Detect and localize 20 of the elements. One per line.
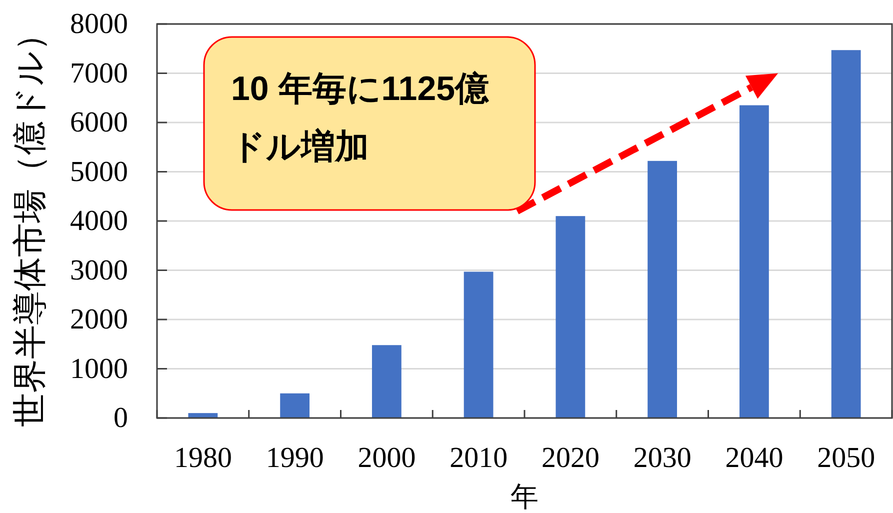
- x-axis-title: 年: [510, 481, 538, 512]
- x-tick-label: 2050: [817, 442, 876, 474]
- y-tick-label: 6000: [70, 106, 128, 138]
- y-tick-label: 5000: [70, 156, 128, 188]
- y-tick-label: 4000: [70, 205, 128, 237]
- x-tick-label: 2010: [450, 442, 508, 474]
- x-tick-label: 2000: [358, 442, 416, 474]
- x-tick-label: 2030: [633, 442, 692, 474]
- y-tick-label: 2000: [70, 304, 128, 336]
- x-tick-label: 2040: [725, 442, 784, 474]
- y-tick-label: 7000: [70, 57, 128, 90]
- y-tick-label: 3000: [70, 254, 128, 286]
- annotation: 10 年毎に1125億ドル増加: [231, 70, 490, 166]
- y-axis-title: 世界半導体市場（億ドル）: [11, 17, 49, 427]
- x-tick-label: 1980: [174, 442, 232, 474]
- y-tick-label: 0: [114, 402, 128, 434]
- x-tick-label: 1990: [266, 442, 324, 474]
- y-tick-label: 1000: [70, 352, 128, 385]
- y-tick-label: 8000: [70, 8, 128, 40]
- x-tick-label: 2020: [541, 442, 600, 474]
